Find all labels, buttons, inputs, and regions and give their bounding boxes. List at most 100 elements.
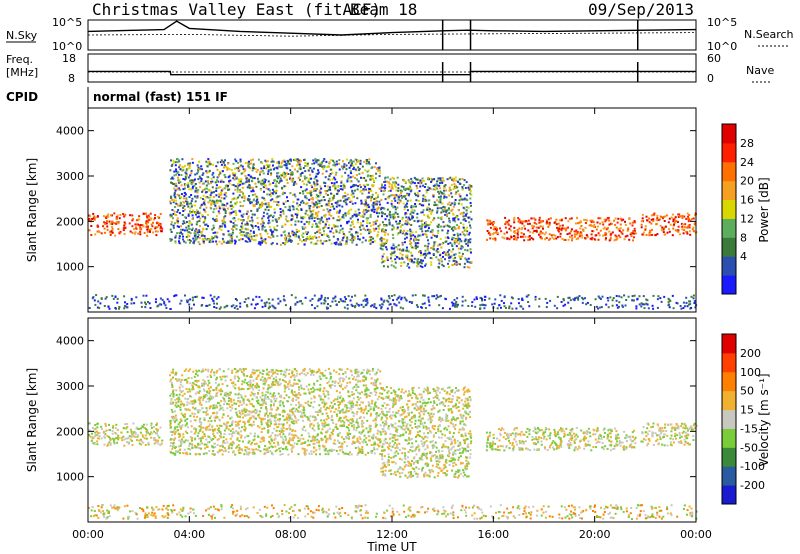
echo-pixel [460,203,463,206]
echo-pixel [656,217,659,220]
echo-pixel [233,224,236,226]
echo-pixel [280,161,283,164]
echo-pixel [325,390,328,392]
echo-pixel [174,433,177,435]
echo-pixel [683,229,686,232]
echo-pixel [194,173,197,176]
echo-pixel [223,217,226,220]
echo-pixel [459,197,462,200]
echo-pixel [147,225,149,228]
echo-pixel [292,215,294,218]
echo-pixel [397,183,400,186]
echo-pixel [321,373,324,376]
echo-pixel [329,168,332,171]
echo-pixel [254,239,257,242]
ground-pixel [685,302,688,304]
echo-pixel [190,377,193,380]
echo-pixel [339,241,342,244]
echo-pixel [279,211,282,214]
echo-pixel [190,179,193,182]
echo-pixel [352,420,355,423]
echo-pixel [436,199,439,202]
echo-pixel [458,193,461,196]
echo-pixel [404,222,407,225]
echo-pixel [131,225,134,228]
echo-pixel [145,437,148,440]
echo-pixel [187,182,190,185]
ground-pixel [161,298,164,301]
echo-pixel [349,176,352,179]
echo-pixel [556,236,559,239]
echo-pixel [334,185,337,188]
echo-pixel [318,404,321,407]
echo-pixel [270,434,272,437]
echo-pixel [303,227,306,230]
echo-pixel [578,235,581,238]
echo-pixel [222,422,225,425]
echo-pixel [424,195,427,198]
echo-pixel [364,453,367,456]
echo-pixel [146,228,149,231]
echo-pixel [284,223,287,226]
echo-pixel [432,244,435,247]
echo-pixel [126,441,129,443]
ground-pixel [621,304,624,307]
echo-pixel [391,224,394,227]
echo-pixel [106,228,109,231]
echo-pixel [300,201,302,204]
echo-pixel [245,212,248,215]
echo-pixel [552,234,555,236]
echo-pixel [195,370,198,373]
echo-pixel [131,214,134,217]
echo-pixel [145,428,147,431]
echo-pixel [197,178,200,181]
echo-pixel [358,169,360,172]
echo-pixel [501,236,504,239]
echo-pixel [282,242,285,244]
echo-pixel [506,231,508,234]
echo-pixel [322,390,325,393]
echo-pixel [452,217,455,220]
echo-pixel [693,223,696,225]
echo-pixel [303,223,306,226]
ground-pixel [427,296,430,299]
echo-pixel [263,383,266,386]
echo-pixel [400,261,403,264]
echo-pixel [443,195,446,198]
echo-pixel [399,231,402,234]
echo-pixel [668,230,671,233]
echo-pixel [219,199,222,202]
echo-pixel [349,227,352,230]
echo-pixel [278,162,280,165]
echo-pixel [175,182,178,185]
echo-pixel [376,167,379,170]
echo-pixel [280,165,283,168]
ground-pixel [346,304,349,306]
echo-pixel [439,198,442,201]
echo-pixel [466,199,469,202]
echo-pixel [338,210,341,213]
echo-pixel [608,239,611,242]
echo-pixel [129,214,132,217]
echo-pixel [229,205,232,208]
echo-pixel [432,234,435,236]
echo-pixel [320,163,323,166]
echo-pixel [661,229,664,232]
echo-pixel [209,189,212,192]
echo-pixel [378,167,380,169]
echo-pixel [467,239,470,242]
echo-pixel [106,220,108,223]
echo-pixel [311,186,314,189]
echo-pixel [319,407,322,410]
echo-pixel [408,266,411,269]
echo-pixel [239,158,242,161]
echo-pixel [369,213,372,216]
echo-pixel [363,434,366,437]
echo-pixel [627,227,630,230]
echo-pixel [297,436,300,439]
echo-pixel [338,204,341,207]
echo-pixel [657,219,660,222]
echo-pixel [628,217,631,220]
echo-pixel [276,180,279,183]
echo-pixel [261,239,264,242]
